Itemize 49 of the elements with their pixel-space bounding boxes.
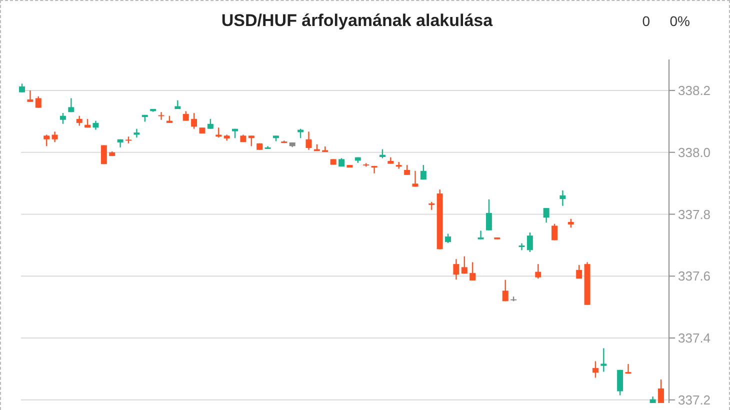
candlestick [182,110,189,122]
text: 0% [670,13,690,29]
candlestick [68,98,74,113]
candlestick [486,198,492,231]
candlestick [298,128,304,139]
candlestick [52,131,58,143]
text: 0 [642,13,650,29]
candlestick [27,90,34,102]
candlestick [552,223,558,241]
candlestick [306,131,312,150]
candlestick [100,144,107,165]
candlestick [592,360,598,378]
candlestick [158,112,164,120]
candlestick [461,256,468,274]
candlestick [543,207,550,224]
candlestick [445,233,451,244]
candlestick [502,279,508,302]
y-tick-label: 338.2 [678,82,711,98]
y-tick-label: 337.2 [678,392,711,408]
candlestick [396,161,402,170]
candlestick [76,115,82,126]
candlestick [518,242,525,251]
candlestick [404,164,410,176]
candlestick [191,112,198,130]
candlestick [216,126,222,138]
candlestick [207,118,214,130]
candlestick [600,348,607,372]
candlestick [35,96,42,108]
candlestick [60,112,66,124]
candlestick [535,263,542,280]
candlestick [470,262,476,282]
candlestick [478,230,484,240]
y-tick-label: 337.8 [678,206,711,222]
candlestick [560,190,566,206]
chart-title: USD/HUF árfolyamának alakulása [221,11,494,30]
candlestick [44,134,50,147]
y-tick-label: 337.4 [678,330,711,346]
candlestick [617,369,624,396]
candlestick [248,135,254,147]
candlestick [420,164,426,180]
candlestick [658,378,664,404]
candlestick [371,165,378,174]
candlestick [453,258,460,280]
candlestick [576,264,582,280]
y-tick-label: 337.6 [678,268,711,284]
candlestick [412,170,418,188]
candlestick [134,128,140,138]
y-tick-label: 338.0 [678,144,711,160]
candlestick [526,232,533,253]
